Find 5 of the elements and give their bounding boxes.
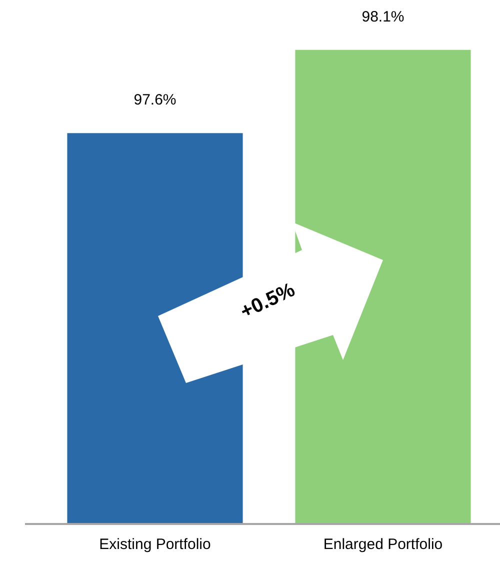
data-label: 98.1% <box>362 8 404 26</box>
data-label: 97.6% <box>134 92 176 109</box>
annotation: +0.5% <box>236 278 300 326</box>
x-tick-label: Existing Portfolio <box>99 536 211 554</box>
x-tick-label: Enlarged Portfolio <box>323 536 443 554</box>
